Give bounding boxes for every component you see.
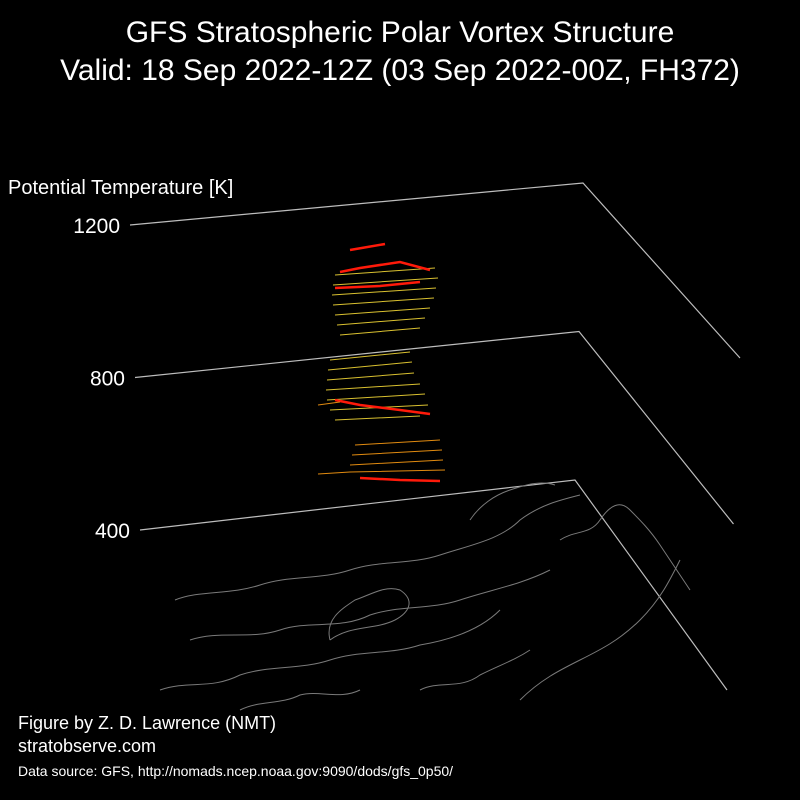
tick-label: 800 [90,368,125,391]
level-plane [129,182,741,359]
credit: Figure by Z. D. Lawrence (NMT) [18,713,276,733]
levels: 1200 800 400 [73,182,741,691]
axis-label: Potential Temperature [K] [8,177,233,199]
data-source: Data source: GFS, http://nomads.ncep.noa… [18,763,453,779]
site: stratobserve.com [18,736,156,756]
coastlines [159,482,691,711]
vortex [317,242,446,483]
subtitle: Valid: 18 Sep 2022-12Z (03 Sep 2022-00Z,… [60,54,740,87]
level-plane [139,479,728,691]
tick-label: 1200 [73,215,120,238]
tick-label: 400 [95,520,130,543]
title: GFS Stratospheric Polar Vortex Structure [126,16,675,49]
level-plane [134,330,734,525]
